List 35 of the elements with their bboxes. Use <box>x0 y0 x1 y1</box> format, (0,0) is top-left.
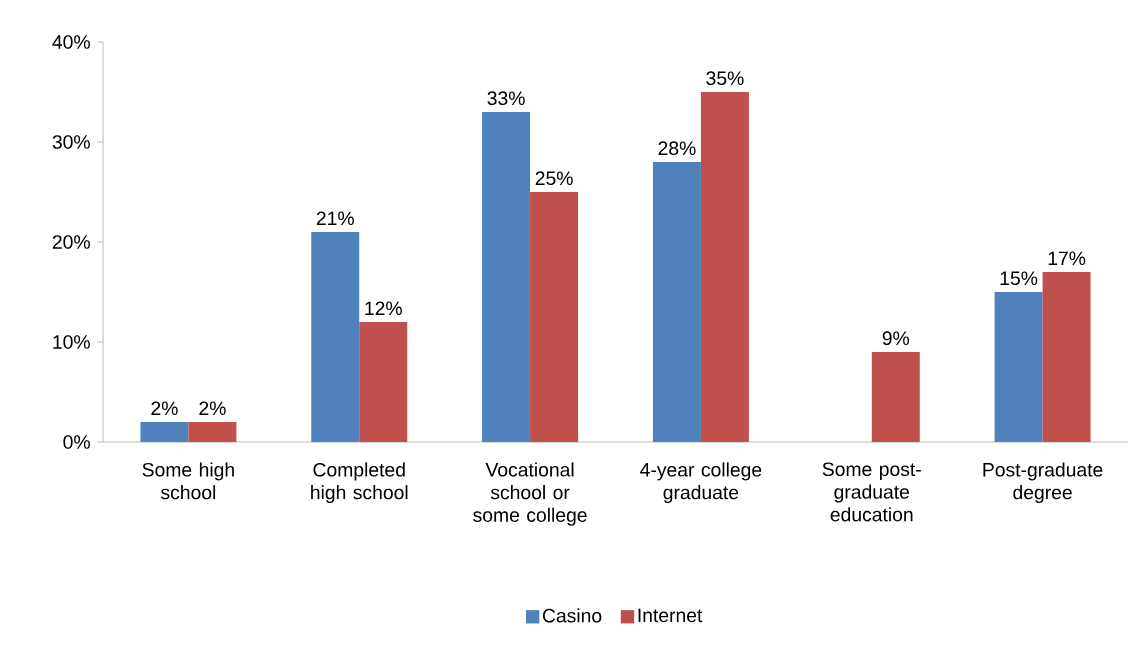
data-label: 33% <box>487 91 525 106</box>
data-label: 25% <box>535 171 573 186</box>
data-label: 12% <box>365 301 402 316</box>
bar <box>188 422 237 442</box>
data-label: 17% <box>1048 251 1086 266</box>
y-tick-label: 20% <box>52 235 90 249</box>
bar <box>994 292 1043 442</box>
bar <box>871 352 920 442</box>
bar <box>482 112 531 442</box>
y-tick-label: 10% <box>53 335 90 349</box>
y-tick-label: 30% <box>52 135 90 149</box>
bar <box>140 422 189 442</box>
data-label: 21% <box>316 211 354 226</box>
bar <box>1042 272 1091 442</box>
x-tick-label: 4-year college graduate <box>640 462 762 504</box>
y-tick-label: 0% <box>63 435 90 449</box>
bar <box>530 192 579 442</box>
data-label: 2% <box>151 401 178 416</box>
bar <box>700 92 749 442</box>
data-label: 2% <box>199 401 226 416</box>
x-tick-label: Some post-graduate education <box>822 462 921 522</box>
x-tick-label: Some high school <box>142 462 234 500</box>
x-tick-label: Completed high school <box>311 462 408 504</box>
y-tick-label: 40% <box>52 35 90 49</box>
data-label: 35% <box>706 71 744 86</box>
bar <box>359 322 408 442</box>
x-tick-label: Post-graduate degree <box>983 462 1103 504</box>
legend-label: Casino <box>542 608 602 623</box>
data-label: 9% <box>882 331 910 346</box>
x-tick-label: Vocational school or some college <box>473 462 587 526</box>
data-label: 15% <box>1000 271 1038 286</box>
data-label: 28% <box>658 141 696 156</box>
bar <box>311 232 360 442</box>
bar <box>652 162 701 442</box>
legend-label: Internet <box>638 608 703 623</box>
